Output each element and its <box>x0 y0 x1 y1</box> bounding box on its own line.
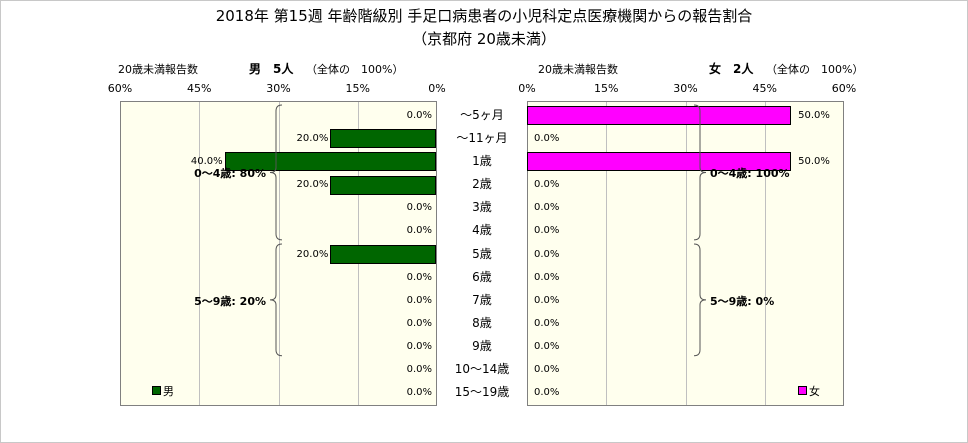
male-data-label: 0.0% <box>406 341 432 353</box>
female-gridline <box>685 102 687 405</box>
female-plot-area: 50.0% 0.0% 50.0% 0.0% 0.0% 0.0% 0.0% 0.0% 0.0% 0.… <box>527 101 844 406</box>
age-category-label: 15～19歳 <box>454 385 510 400</box>
male-header-sex: 男 <box>249 62 262 76</box>
age-category-label: 9歳 <box>472 339 492 354</box>
male-tick-label: 45% <box>187 82 212 95</box>
male-tick-label: 0% <box>428 82 446 95</box>
chart-subtitle: （京都府 20歳未満） <box>412 30 556 48</box>
group-brace <box>269 243 283 357</box>
age-category-label: 3歳 <box>472 200 492 215</box>
female-data-label: 0.0% <box>534 179 560 191</box>
chart-title: 2018年 第15週 年齢階級別 手足口病患者の小児科定点医療機関からの報告割合 <box>215 7 753 25</box>
female-data-label: 0.0% <box>534 387 560 399</box>
age-category-label: 10～14歳 <box>454 362 510 377</box>
male-data-label: 0.0% <box>406 202 432 214</box>
age-category-label: 6歳 <box>472 269 492 284</box>
male-data-label: 0.0% <box>406 271 432 283</box>
male-bar <box>224 152 436 172</box>
group-brace <box>693 104 707 241</box>
male-data-label: 40.0% <box>190 155 223 167</box>
female-data-label: 0.0% <box>534 294 560 306</box>
age-category-label: 7歳 <box>472 292 492 307</box>
female-data-label: 0.0% <box>534 364 560 376</box>
male-header-total: （全体の 100%） <box>306 63 404 76</box>
female-legend-swatch <box>798 386 807 395</box>
male-data-label: 0.0% <box>406 317 432 329</box>
male-data-label: 0.0% <box>406 387 432 399</box>
male-tick-label: 60% <box>107 82 133 95</box>
male-group-label: 5～9歳: 20% <box>194 294 266 308</box>
female-header-sex: 女 <box>709 62 722 76</box>
female-gridline <box>606 102 608 405</box>
age-category-label: ～5ヶ月 <box>460 107 504 122</box>
female-tick-label: 0% <box>518 82 536 95</box>
male-header-label: 20歳未満報告数 <box>118 63 198 76</box>
female-data-label: 0.0% <box>534 202 560 214</box>
female-legend: 女 <box>798 383 820 399</box>
age-category-label: 1歳 <box>472 153 492 168</box>
female-tick-label: 60% <box>831 82 857 95</box>
female-data-label: 0.0% <box>534 341 560 353</box>
male-legend-label: 男 <box>163 385 174 398</box>
male-gridline <box>199 102 201 405</box>
age-category-label: 5歳 <box>472 246 492 261</box>
female-data-label: 0.0% <box>534 317 560 329</box>
male-data-label: 0.0% <box>406 364 432 376</box>
male-plot-area: 0.0% 20.0% 40.0% 20.0% 0.0% 0.0% 20.0% 0.0% 0.0%… <box>120 101 437 406</box>
female-group-label: 0～4歳: 100% <box>710 167 790 181</box>
female-gridline <box>764 102 766 405</box>
age-category-label: 8歳 <box>472 315 492 330</box>
female-data-label: 50.0% <box>798 155 830 167</box>
male-tick-label: 15% <box>345 82 370 95</box>
male-data-label: 0.0% <box>406 294 432 306</box>
female-data-label: 0.0% <box>534 225 560 237</box>
female-legend-label: 女 <box>809 385 820 398</box>
group-brace <box>269 104 283 241</box>
female-tick-label: 30% <box>673 82 698 95</box>
female-header-total: （全体の 100%） <box>766 63 864 76</box>
male-group-label: 0～4歳: 80% <box>194 167 266 181</box>
female-data-label: 0.0% <box>534 132 560 144</box>
male-legend: 男 <box>152 383 174 399</box>
female-data-label: 0.0% <box>534 271 560 283</box>
male-gridline <box>278 102 280 405</box>
male-bar <box>330 175 436 195</box>
male-bar <box>330 129 436 149</box>
age-category-label: ～11ヶ月 <box>456 130 508 145</box>
male-data-label: 20.0% <box>296 248 329 260</box>
group-brace <box>693 243 707 357</box>
male-data-label: 0.0% <box>406 225 432 237</box>
male-header-count: 5人 <box>273 62 294 76</box>
male-data-label: 20.0% <box>296 179 329 191</box>
male-bar <box>330 245 436 264</box>
female-group-label: 5～9歳: 0% <box>710 294 775 308</box>
female-bar <box>527 106 792 126</box>
age-category-label: 2歳 <box>472 177 492 192</box>
female-header-count: 2人 <box>733 62 754 76</box>
male-tick-label: 30% <box>266 82 291 95</box>
female-header-label: 20歳未満報告数 <box>538 63 618 76</box>
male-data-label: 0.0% <box>406 109 432 121</box>
female-data-label: 0.0% <box>534 248 560 260</box>
male-data-label: 20.0% <box>296 132 329 144</box>
female-tick-label: 45% <box>752 82 777 95</box>
female-data-label: 50.0% <box>798 109 830 121</box>
female-tick-label: 15% <box>594 82 619 95</box>
age-category-label: 4歳 <box>472 223 492 238</box>
female-bar <box>527 152 792 172</box>
male-legend-swatch <box>152 386 161 395</box>
